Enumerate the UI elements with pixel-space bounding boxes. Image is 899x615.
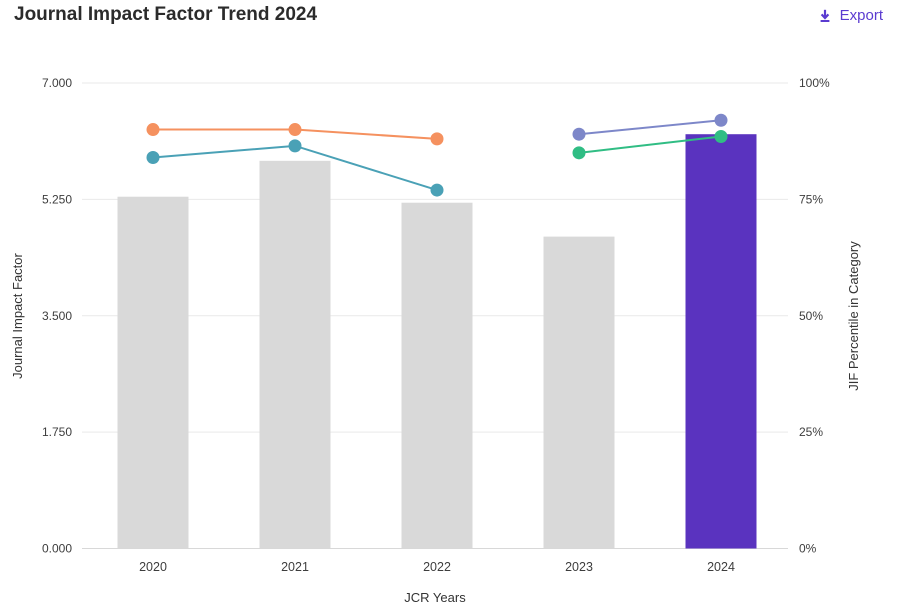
- x-tick-label-2021: 2021: [281, 560, 309, 574]
- jif-bar-2024[interactable]: [685, 134, 757, 549]
- right-axis-tick-label: 50%: [799, 309, 823, 323]
- jif-bar-2022[interactable]: [401, 202, 473, 549]
- jif-percentile-series-2-point-2020[interactable]: [146, 150, 160, 164]
- chart-header: Journal Impact Factor Trend 2024 Export: [0, 0, 899, 27]
- left-axis-tick-label: 5.250: [42, 192, 72, 206]
- jif-percentile-series-1-point-2020[interactable]: [146, 123, 160, 137]
- export-label: Export: [839, 7, 883, 24]
- x-tick-label-2023: 2023: [565, 560, 593, 574]
- jif-percentile-series-1-point-2022[interactable]: [430, 132, 444, 146]
- tick-labels-layer: 0.000 0% 1.750 25% 3.500 50% 5.250 75% 7.000 100%…: [42, 76, 830, 574]
- x-tick-label-2020: 2020: [139, 560, 167, 574]
- export-button[interactable]: Export: [813, 5, 887, 26]
- right-axis-tick-label: 100%: [799, 76, 830, 90]
- jif-percentile-series-3-line: [578, 119, 722, 136]
- left-axis-tick-label: 7.000: [42, 76, 72, 90]
- left-axis-tick-label: 3.500: [42, 309, 72, 323]
- jif-percentile-series-4-line: [578, 135, 722, 154]
- jif-bar-2020[interactable]: [117, 196, 189, 549]
- jif-percentile-series-1-point-2021[interactable]: [288, 123, 302, 137]
- right-axis-tick-label: 25%: [799, 425, 823, 439]
- x-tick-label-2024: 2024: [707, 560, 735, 574]
- left-axis-title: Journal Impact Factor: [10, 252, 25, 378]
- right-axis-tick-label: 0%: [799, 542, 817, 556]
- jif-bar-2023[interactable]: [543, 236, 615, 549]
- right-axis-title: JIF Percentile in Category: [846, 241, 861, 391]
- jif-bar-2021[interactable]: [259, 160, 331, 549]
- jif-percentile-series-4-point-2024[interactable]: [714, 130, 728, 144]
- right-axis-tick-label: 75%: [799, 192, 823, 206]
- lines-layer: [146, 113, 728, 197]
- left-axis-tick-label: 0.000: [42, 542, 72, 556]
- jif-percentile-series-3-point-2023[interactable]: [572, 127, 586, 141]
- download-icon: [820, 9, 830, 22]
- x-axis-title: JCR Years: [404, 590, 466, 605]
- jif-percentile-series-4-point-2023[interactable]: [572, 146, 586, 160]
- x-tick-label-2022: 2022: [423, 560, 451, 574]
- bars-layer: [117, 134, 757, 549]
- left-axis-tick-label: 1.750: [42, 425, 72, 439]
- jif-percentile-series-3-point-2024[interactable]: [714, 113, 728, 127]
- jif-percentile-series-2-point-2021[interactable]: [288, 139, 302, 153]
- page-title: Journal Impact Factor Trend 2024: [14, 4, 318, 25]
- jif-percentile-series-2-point-2022[interactable]: [430, 183, 444, 197]
